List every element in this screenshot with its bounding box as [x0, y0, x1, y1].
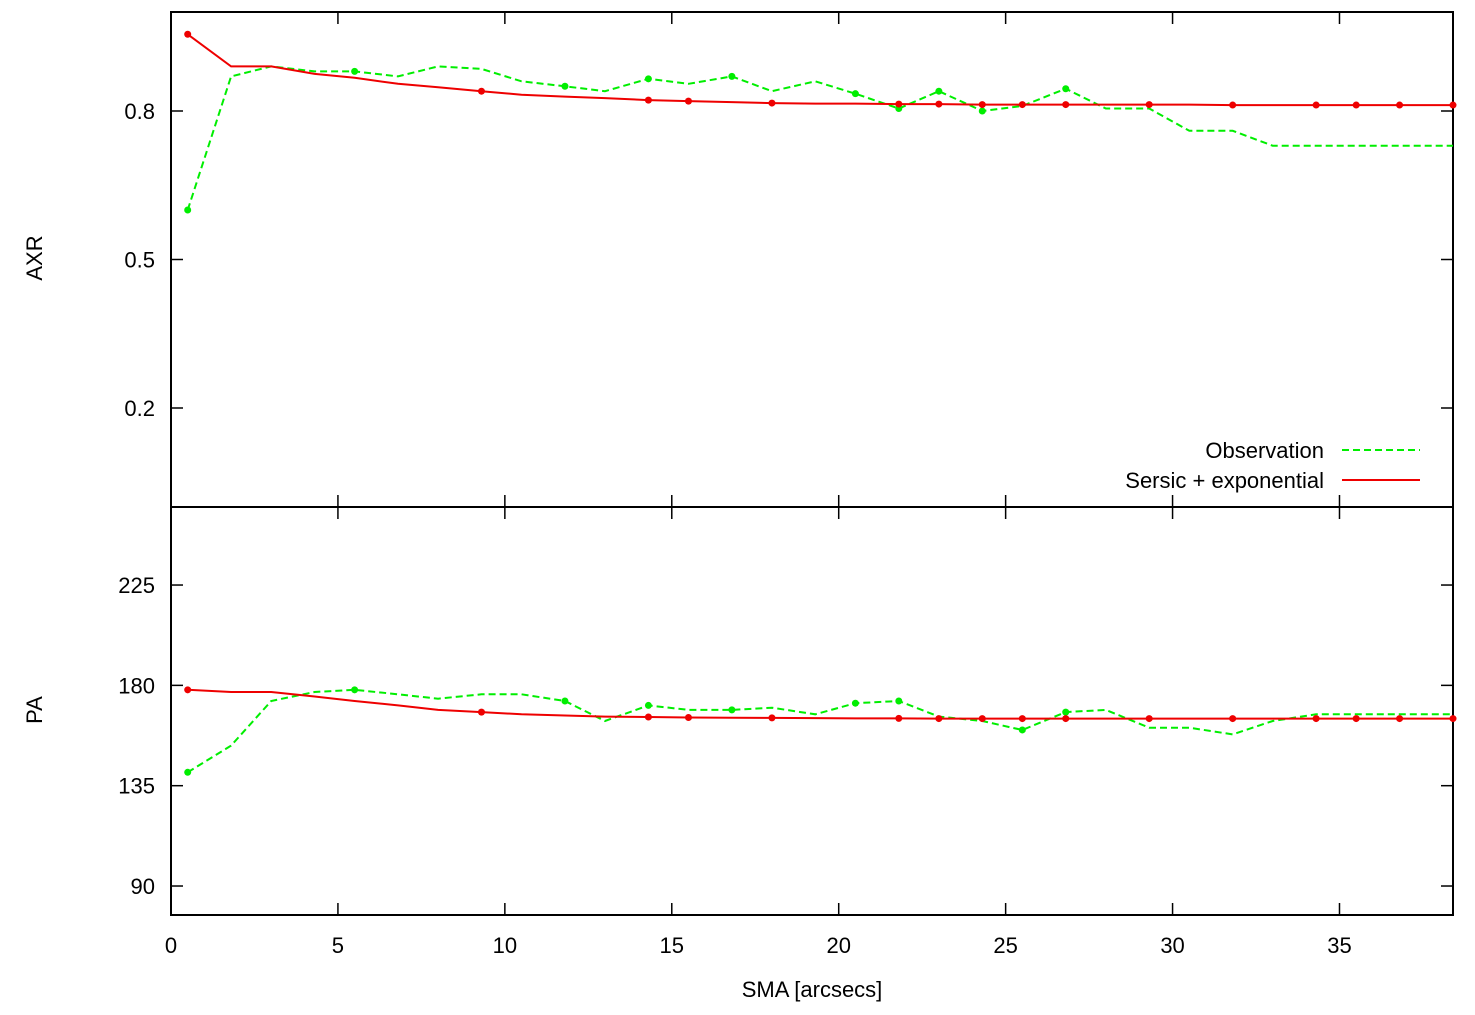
axr-series-sersic-point [184, 30, 192, 38]
pa-ytick-label: 225 [118, 573, 155, 598]
axr-ytick-label: 0.2 [124, 396, 155, 421]
axr-series-observation-point [561, 82, 569, 90]
pa-series-sersic-point [1062, 715, 1070, 723]
axr-series-sersic-point [935, 100, 943, 108]
pa-xtick-label: 20 [826, 933, 850, 958]
axr-series-sersic-point [684, 97, 692, 105]
legend-label-observation: Observation [1205, 438, 1324, 463]
axr-series-observation-point [851, 90, 859, 98]
pa-series-observation-point [851, 699, 859, 707]
axr-series-sersic-point [644, 96, 652, 104]
legend: Observation Sersic + exponential [1125, 438, 1420, 493]
pa-series-observation-point [561, 697, 569, 705]
pa-series-sersic-point [1312, 715, 1320, 723]
axr-series-observation-line [186, 65, 1453, 211]
pa-xtick-label: 30 [1160, 933, 1184, 958]
pa-series-observation-line [187, 688, 1453, 774]
axr-series-sersic-point [1396, 101, 1404, 109]
axr-series-sersic-point [1312, 101, 1320, 109]
axr-series-observation-point [184, 206, 192, 214]
pa-series-observation-point [895, 697, 903, 705]
pa-series-sersic-point [895, 714, 903, 722]
pa-series-sersic-point [477, 708, 485, 716]
pa-xtick-label: 35 [1327, 933, 1351, 958]
pa-ytick-label: 90 [131, 874, 155, 899]
pa-series-observation-point [644, 701, 652, 709]
axr-series-sersic-point [1449, 101, 1457, 109]
axr-series-sersic-point [1229, 101, 1237, 109]
pa-series-sersic-point [768, 714, 776, 722]
pa-series-observation-point [728, 706, 736, 714]
axr-series-sersic-point [1145, 101, 1153, 109]
pa-series-sersic-point [1229, 715, 1237, 723]
sma-axis-label: SMA [arcsecs] [742, 977, 883, 1002]
pa-series-sersic-point [1352, 715, 1360, 723]
pa-xtick-label: 0 [165, 933, 177, 958]
axr-series-sersic-point [1352, 101, 1360, 109]
pa-series-sersic-point [644, 713, 652, 721]
pa-series-sersic-point [1018, 715, 1026, 723]
axr-series-observation-point [935, 87, 943, 95]
axr-series-sersic-line [187, 33, 1453, 107]
axr-series-sersic-point [978, 101, 986, 109]
pa-ytick-label: 135 [118, 774, 155, 799]
pa-series-sersic-point [1396, 715, 1404, 723]
pa-series-sersic-point [1449, 715, 1457, 723]
pa-series-sersic-point [978, 715, 986, 723]
axr-series-sersic-point [1062, 101, 1070, 109]
axr-ytick-label: 0.5 [124, 248, 155, 273]
pa-ytick-label: 180 [118, 673, 155, 698]
pa-xtick-label: 10 [493, 933, 517, 958]
axr-series-observation-point [1062, 85, 1070, 93]
axr-panel: 0.2 0.5 0.8 [124, 11, 1457, 508]
pa-series-sersic-point [1145, 715, 1153, 723]
pa-series-sersic-point [935, 715, 943, 723]
axr-series-sersic-point [895, 100, 903, 108]
pa-series-sersic-point [184, 686, 192, 694]
axr-axis-label: AXR [22, 235, 47, 280]
pa-xtick-label: 15 [660, 933, 684, 958]
axr-plot-frame [170, 11, 1454, 508]
pa-plot-frame [170, 506, 1454, 916]
axr-series-observation-point [728, 72, 736, 80]
legend-label-sersic: Sersic + exponential [1125, 468, 1324, 493]
pa-axis-label: PA [22, 696, 47, 724]
axr-series-observation-point [978, 107, 986, 115]
pa-xtick-label: 5 [332, 933, 344, 958]
axr-series-sersic-point [768, 99, 776, 107]
axr-series-observation-point [644, 75, 652, 83]
axr-ytick-label: 0.8 [124, 99, 155, 124]
pa-series-sersic-line [187, 688, 1453, 720]
axr-series-sersic-point [1018, 101, 1026, 109]
pa-series-observation-point [184, 768, 192, 776]
pa-series-sersic-point [684, 713, 692, 721]
pa-series-observation-point [1062, 708, 1070, 716]
axr-series-observation-point [351, 67, 359, 75]
pa-xtick-label: 25 [993, 933, 1017, 958]
pa-series-observation-point [1018, 726, 1026, 734]
pa-panel: 90 135 180 225 0 5 10 15 20 25 30 35 [118, 506, 1457, 958]
axr-series-sersic-point [477, 87, 485, 95]
pa-series-observation-point [351, 686, 359, 694]
